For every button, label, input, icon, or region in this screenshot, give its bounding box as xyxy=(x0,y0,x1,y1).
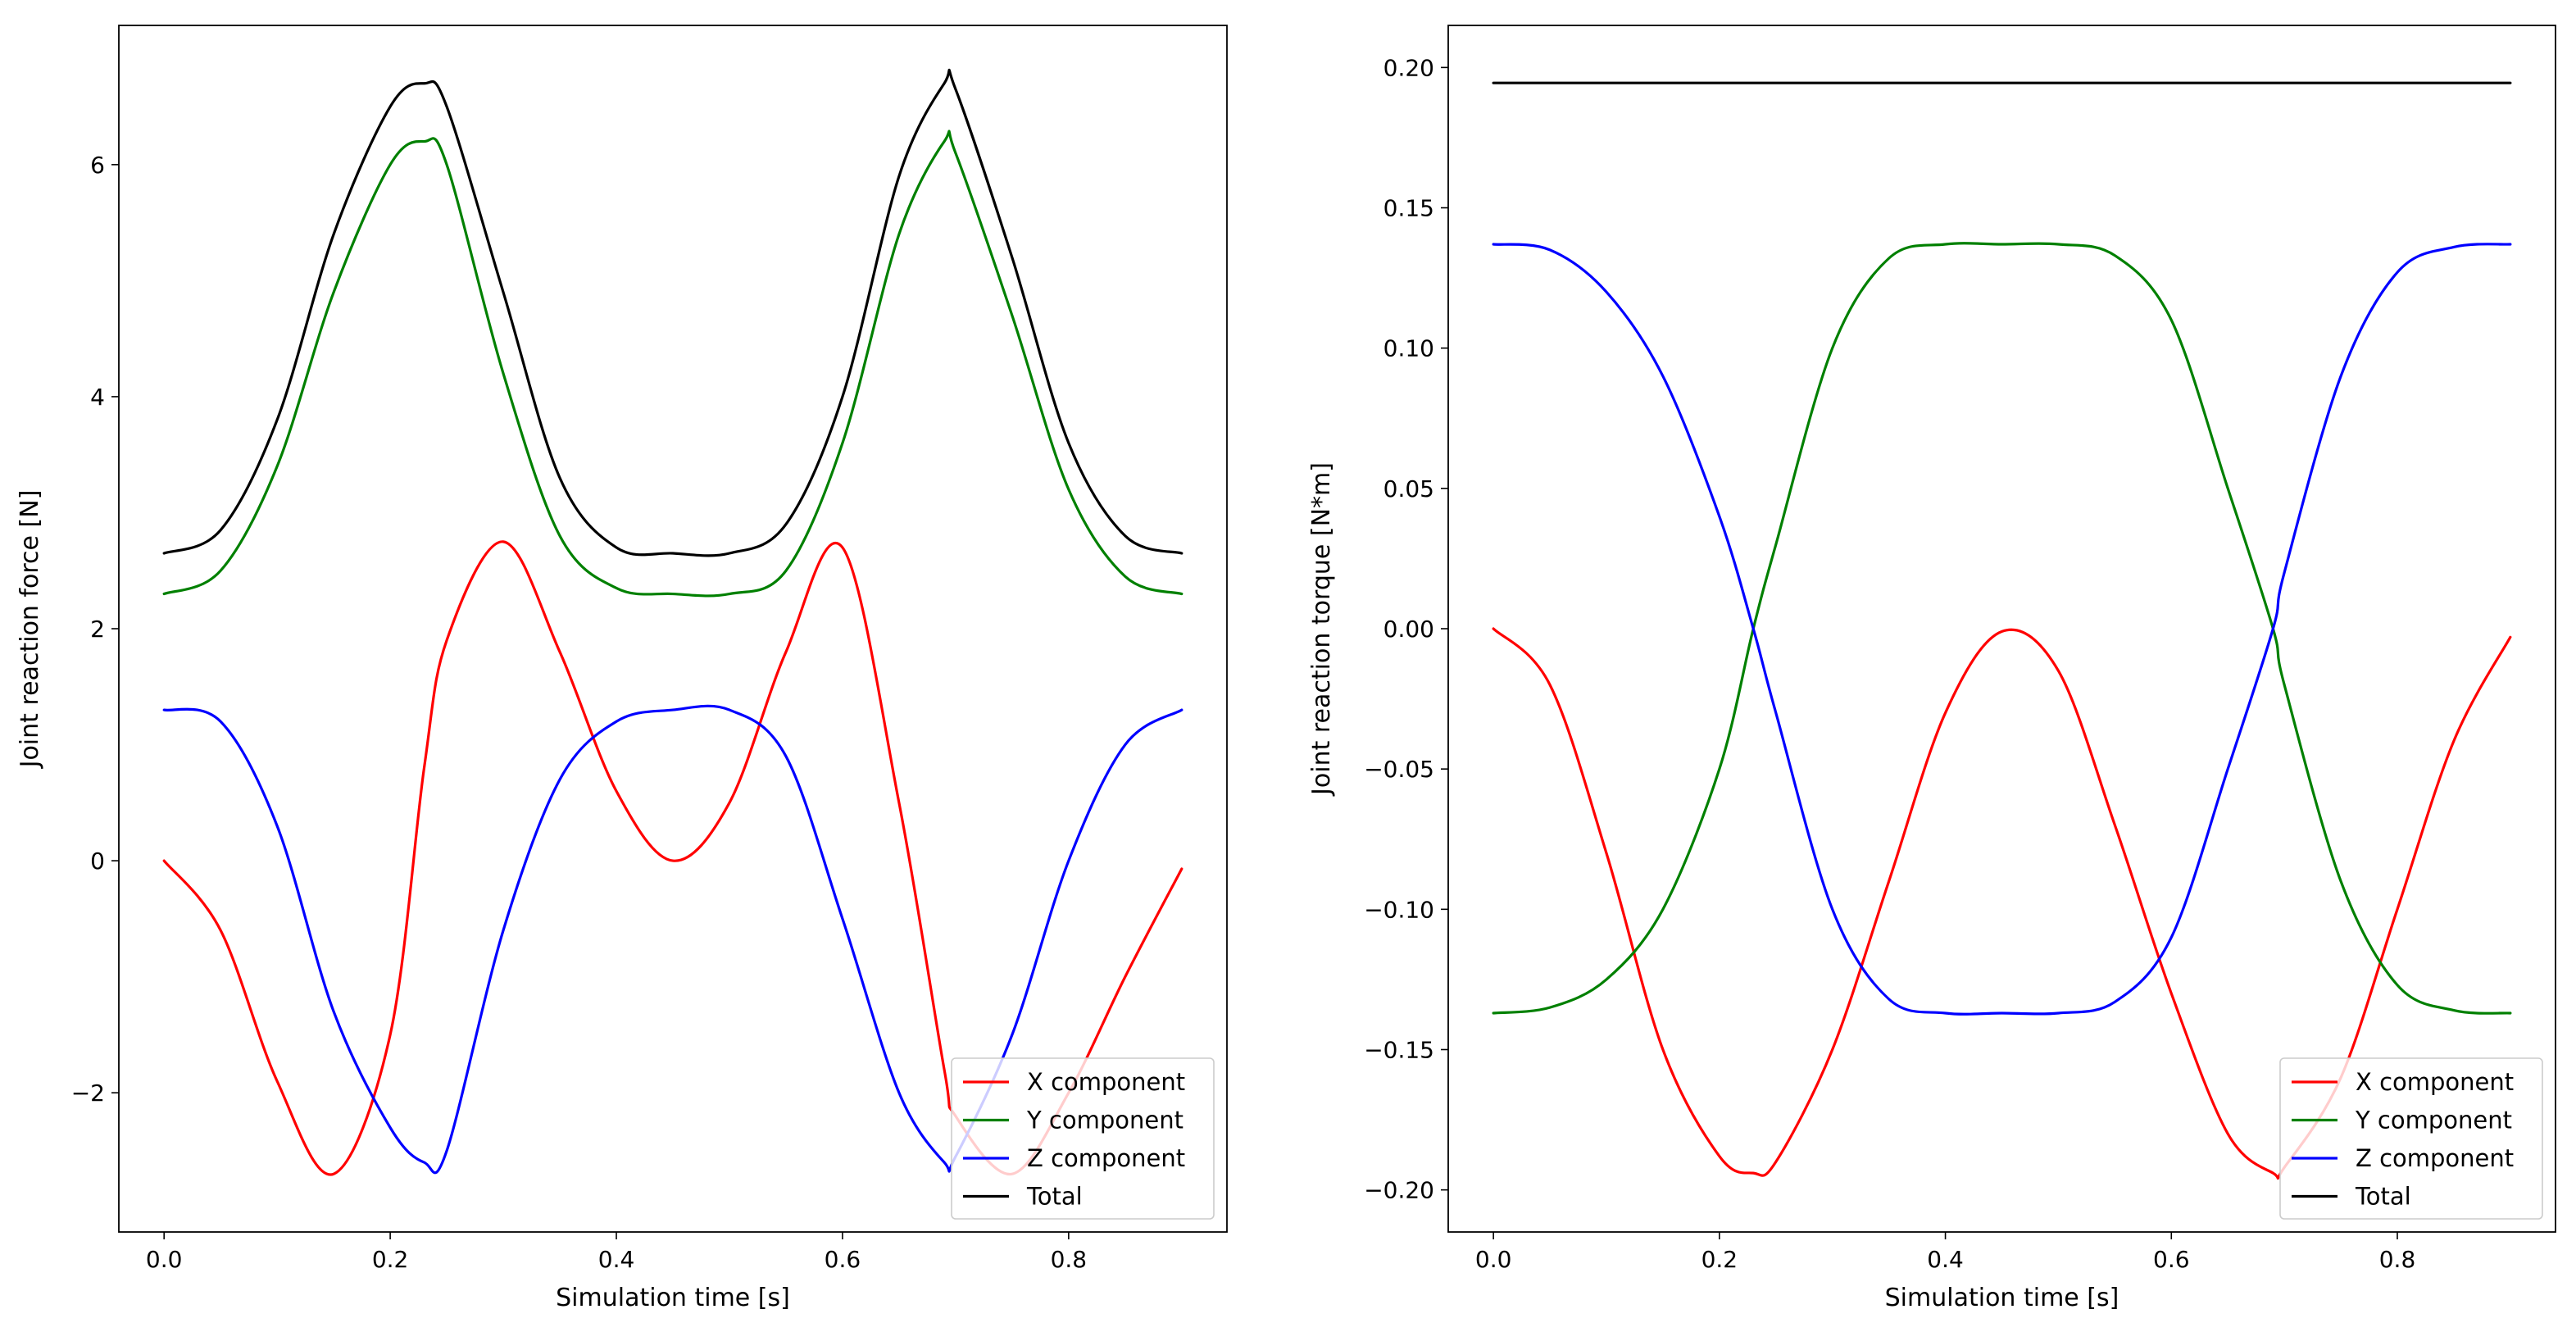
torque-legend-label-z-component: Z component xyxy=(2356,1144,2514,1172)
force-y-tick-label: 2 xyxy=(90,616,105,643)
torque-y-tick-label: −0.05 xyxy=(1364,756,1434,783)
force-x-tick-label: 0.2 xyxy=(372,1246,409,1273)
torque-x-tick-label: 0.8 xyxy=(2379,1246,2416,1273)
force-y-tick-label: 4 xyxy=(90,384,105,411)
force-chart: 0.0 0.2 0.4 0.6 0.8 −2 0 2 4 6 Simulation time [s]… xyxy=(16,25,1228,1312)
force-legend: X component Y component Z component Total xyxy=(951,1057,1215,1220)
force-x-axis-label: Simulation time [s] xyxy=(556,1284,790,1312)
force-x-tick-label: 0.8 xyxy=(1051,1246,1088,1273)
torque-legend-box xyxy=(2279,1057,2543,1220)
torque-y-tick-label: −0.20 xyxy=(1364,1177,1434,1204)
torque-x-tick-label: 0.0 xyxy=(1475,1246,1512,1273)
torque-y-tick-label: −0.15 xyxy=(1364,1036,1434,1063)
torque-legend: X component Y component Z component Total xyxy=(2279,1057,2543,1220)
torque-chart: 0.0 0.2 0.4 0.6 0.8 −0.20 −0.15 −0.10 −0.05 0.00 0… xyxy=(1307,25,2556,1312)
torque-series-group xyxy=(1492,81,2512,1180)
torque-x-tick-label: 0.2 xyxy=(1701,1246,1738,1273)
torque-legend-label-total: Total xyxy=(2355,1183,2411,1211)
force-legend-label-total: Total xyxy=(1026,1183,1083,1211)
force-x-tick-label: 0.6 xyxy=(825,1246,861,1273)
torque-x-axis-label: Simulation time [s] xyxy=(1885,1284,2119,1312)
torque-series-z-component-line xyxy=(1492,243,2512,1016)
torque-legend-label-y-component: Y component xyxy=(2355,1107,2512,1134)
force-y-tick-label: 0 xyxy=(90,848,105,875)
force-series-z-component-line xyxy=(162,704,1184,1175)
force-y-tick-label: 6 xyxy=(90,152,105,179)
torque-x-tick-label: 0.4 xyxy=(1927,1246,1964,1273)
torque-y-tick-label: 0.15 xyxy=(1383,195,1434,222)
torque-y-axis-label: Joint reaction torque [N*m] xyxy=(1307,462,1336,797)
force-x-tick-label: 0.0 xyxy=(146,1246,183,1273)
force-y-tick-label: −2 xyxy=(71,1080,105,1107)
force-series-total-line xyxy=(162,68,1184,557)
torque-y-tick-label: 0.05 xyxy=(1383,475,1434,502)
force-legend-label-y-component: Y component xyxy=(1026,1107,1184,1134)
torque-x-tick-label: 0.6 xyxy=(2153,1246,2190,1273)
torque-y-tick-label: −0.10 xyxy=(1364,896,1434,923)
force-series-y-component-line xyxy=(162,130,1184,598)
force-x-tick-label: 0.4 xyxy=(598,1246,635,1273)
torque-series-y-component-line xyxy=(1492,242,2512,1015)
force-legend-label-z-component: Z component xyxy=(1027,1144,1185,1172)
torque-y-tick-label: 0.10 xyxy=(1383,335,1434,362)
torque-legend-label-x-component: X component xyxy=(2356,1068,2514,1096)
torque-y-tick-label: 0.00 xyxy=(1383,616,1434,643)
force-legend-label-x-component: X component xyxy=(1027,1068,1185,1096)
torque-y-tick-label: 0.20 xyxy=(1383,54,1434,81)
force-legend-box xyxy=(951,1057,1215,1220)
force-y-axis-label: Joint reaction force [N] xyxy=(16,490,44,770)
